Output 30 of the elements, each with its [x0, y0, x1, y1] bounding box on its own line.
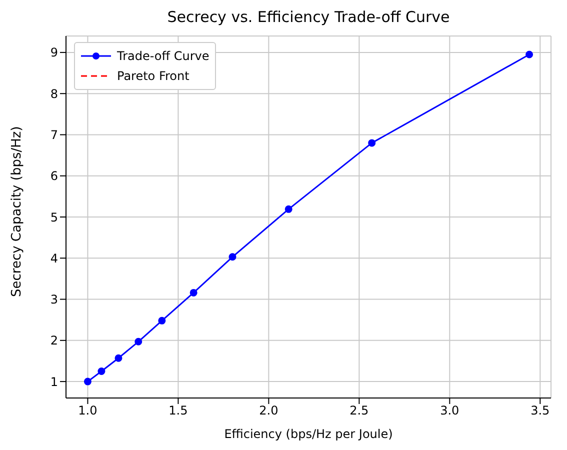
y-tick-label: 1	[50, 374, 58, 389]
x-tick-label: 3.0	[440, 404, 460, 418]
y-tick-label: 5	[50, 210, 58, 224]
y-tick-label: 4	[50, 251, 58, 266]
point	[158, 316, 166, 324]
point	[368, 139, 376, 147]
y-tick-label: 9	[50, 46, 58, 60]
point	[284, 205, 292, 213]
point	[114, 354, 122, 362]
x-axis-title: Efficiency (bps/Hz per Joule)	[224, 427, 393, 441]
point	[134, 338, 142, 346]
y-tick-label: 8	[50, 86, 58, 101]
point	[98, 368, 106, 376]
x-tick-label: 1.0	[78, 404, 98, 418]
y-tick-label: 2	[50, 334, 58, 348]
legend-label: Trade-off Curve	[117, 49, 210, 63]
chart-title: Secrecy vs. Efficiency Trade-off Curve	[166, 8, 451, 28]
x-tick-label: 2.0	[259, 404, 278, 418]
x-tick-label: 3.5	[530, 404, 550, 418]
point	[190, 288, 198, 296]
y-axis-title: Secrecy Capacity (bps/Hz)	[10, 126, 25, 297]
point	[526, 50, 534, 58]
x-tick-label: 2.5	[350, 404, 369, 418]
legend-label: Pareto Front	[117, 69, 190, 83]
point	[228, 253, 236, 261]
point	[84, 378, 92, 386]
y-tick-label: 6	[50, 169, 58, 184]
y-tick-label: 7	[50, 128, 58, 142]
x-tick-label: 1.5	[168, 404, 188, 418]
y-tick-label: 3	[50, 292, 58, 307]
